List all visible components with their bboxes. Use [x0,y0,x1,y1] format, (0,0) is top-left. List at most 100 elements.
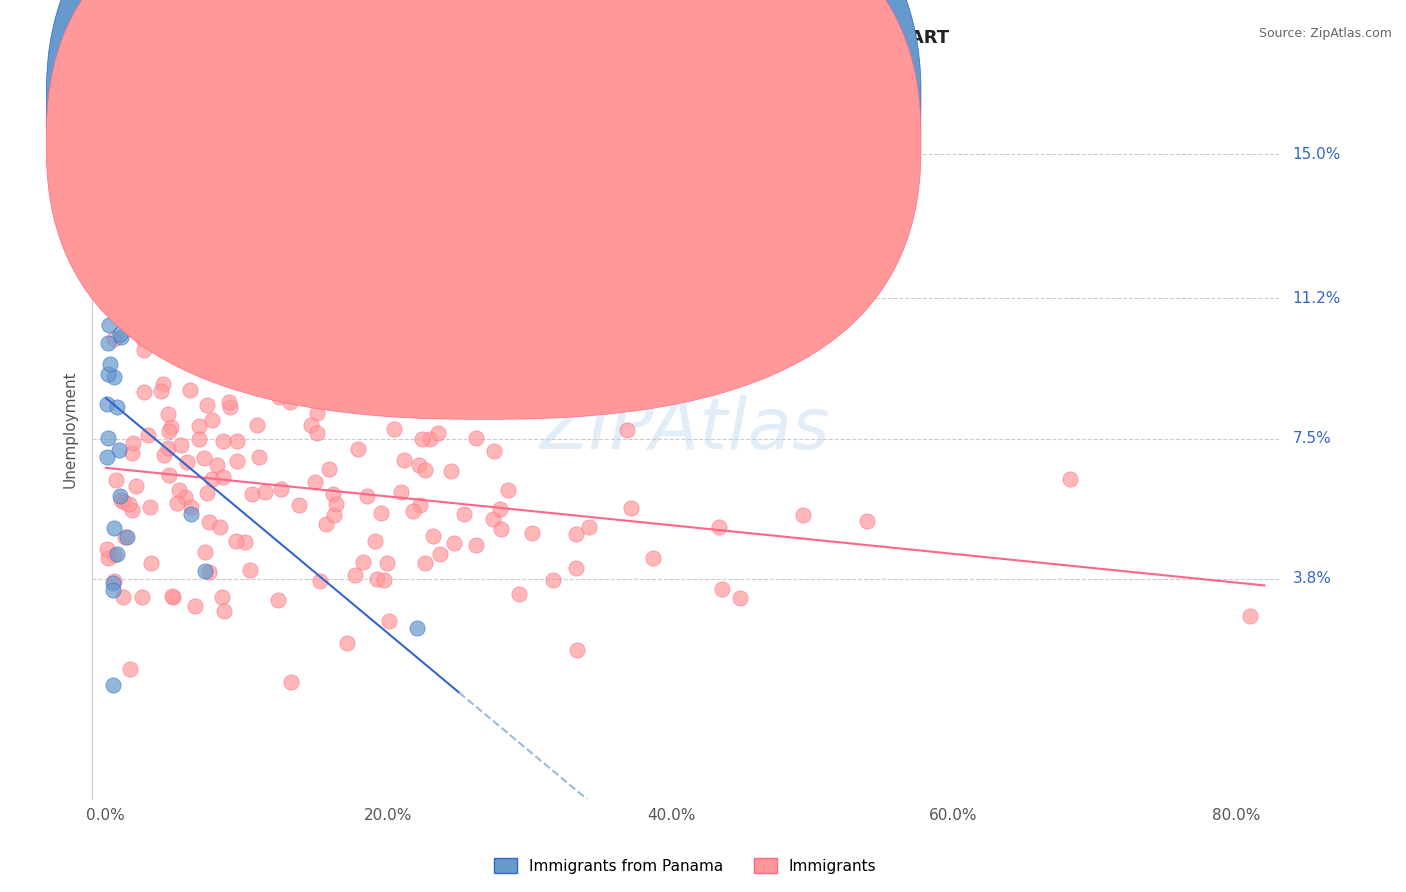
Point [375,556,398,570]
Point [565,643,588,657]
Point [356,489,378,503]
Point [97,551,120,566]
Point [309,574,332,588]
Point [406,356,429,370]
Point [240,487,263,501]
Point [205,458,228,472]
Point [402,503,425,517]
Point [464,538,486,552]
Point [101,575,124,590]
Point [370,507,392,521]
Point [121,446,143,460]
Point [96,397,118,411]
Point [96,450,118,465]
Point [132,332,155,346]
Point [180,500,202,514]
Point [249,329,271,343]
Point [299,417,322,432]
Point [283,363,305,377]
Point [411,433,433,447]
Point [522,526,544,541]
Point [115,253,138,268]
Point [157,424,180,438]
Point [498,483,520,497]
Point [212,434,235,449]
Point [422,529,444,543]
Point [184,599,207,614]
Point [409,499,432,513]
Point [103,574,125,588]
Point [465,431,488,445]
Point [711,582,734,597]
Y-axis label: Unemployment: Unemployment [63,370,77,488]
Legend: Immigrants from Panama, Immigrants: Immigrants from Panama, Immigrants [488,852,883,880]
Text: Source: ZipAtlas.com: Source: ZipAtlas.com [1258,27,1392,40]
Point [363,533,385,548]
Text: R = -0.159   N= 148: R = -0.159 N= 148 [510,133,679,151]
Point [620,500,643,515]
Point [125,479,148,493]
Point [219,400,242,414]
Point [194,545,217,559]
Point [408,458,430,473]
Point [292,385,315,400]
Point [96,541,118,556]
Point [440,464,463,478]
Point [443,536,465,550]
Point [326,340,349,354]
Text: 7.5%: 7.5% [1292,431,1331,446]
Point [1059,472,1081,486]
Point [283,376,305,390]
Point [110,330,132,344]
Point [97,367,120,381]
Point [280,675,302,690]
Point [792,508,814,522]
Point [218,395,240,409]
Text: 15.0%: 15.0% [1292,147,1341,161]
Point [318,461,340,475]
Point [111,309,134,323]
Point [246,418,269,433]
Point [212,470,235,484]
Point [160,589,183,603]
Point [405,621,427,635]
Point [173,490,195,504]
Point [97,336,120,351]
Point [111,590,134,604]
Point [285,377,308,392]
Point [167,483,190,497]
Point [131,590,153,604]
Point [225,434,247,448]
Point [121,503,143,517]
Point [728,591,751,605]
Point [159,420,181,434]
Point [105,547,128,561]
Point [157,441,180,455]
Point [98,357,121,371]
Point [346,353,368,368]
Point [541,573,564,587]
Point [419,432,441,446]
Point [166,496,188,510]
Point [103,369,125,384]
Point [101,583,124,598]
Point [150,384,173,398]
Point [247,375,270,389]
Point [111,259,134,273]
Point [347,442,370,456]
Point [195,398,218,412]
Point [225,533,247,548]
Point [141,556,163,570]
Point [114,250,136,264]
Point [304,475,326,489]
Point [105,473,128,487]
Point [489,502,512,516]
Point [489,522,512,536]
Point [315,516,337,531]
Point [481,512,503,526]
Point [115,530,138,544]
Point [856,514,879,528]
Point [344,567,367,582]
Point [707,520,730,534]
Point [201,472,224,486]
